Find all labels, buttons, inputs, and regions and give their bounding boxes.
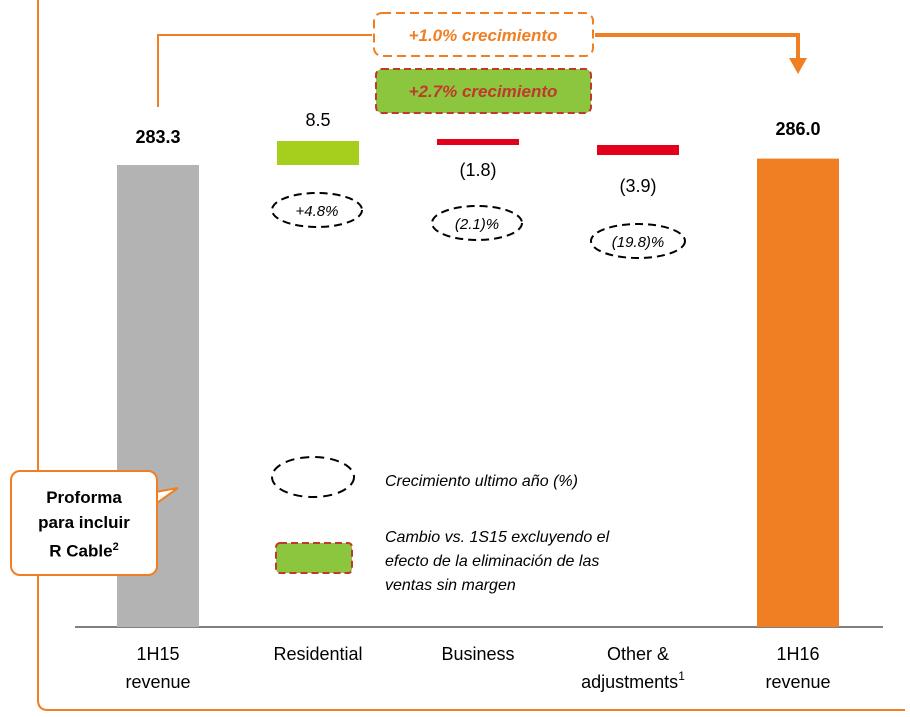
category-label-1h16-line2: revenue [765, 672, 830, 692]
legend-growth-label: Crecimiento ultimo año (%) [385, 473, 578, 490]
bar-1h16-revenue [757, 158, 839, 627]
growth-ellipse-other [590, 223, 686, 259]
growth-excl-label: +2.7% crecimiento [409, 82, 558, 101]
value-label-other: (3.9) [619, 176, 656, 196]
legend-excl-line3: ventas sin margen [385, 577, 516, 594]
category-label-business: Business [441, 644, 514, 664]
category-label-1h15-line1: 1H15 [136, 644, 179, 664]
growth-ellipse-business [431, 205, 523, 241]
legend-excl-line2: efecto de la eliminación de las [385, 553, 599, 570]
legend-ellipse-icon [271, 456, 355, 498]
category-label-residential: Residential [273, 644, 362, 664]
bar-business [437, 139, 519, 145]
category-label-1h15-line2: revenue [125, 672, 190, 692]
growth-arrow-right [595, 33, 800, 60]
category-label-other-line1: Other & [607, 644, 669, 664]
legend-green-box-icon [275, 542, 353, 574]
growth-label-other: (19.8)% [612, 234, 665, 251]
growth-total-label: +1.0% crecimiento [409, 26, 558, 45]
legend-excl-line1: Cambio vs. 1S15 excluyendo el [385, 529, 610, 546]
bar-residential [277, 141, 359, 165]
callout-line2: para incluir [38, 513, 130, 532]
growth-arrow-left [157, 34, 372, 107]
growth-label-business: (2.1)% [455, 216, 499, 233]
value-label-residential: 8.5 [305, 110, 330, 130]
arrow-head-icon [789, 58, 807, 74]
category-label-other-line2: adjustments1 [581, 669, 685, 692]
growth-label-residential: +4.8% [296, 203, 339, 220]
bar-other-adjustments [597, 145, 679, 155]
value-label-1h15: 283.3 [135, 127, 180, 147]
growth-excl-box [375, 68, 592, 114]
frame-bracket [37, 0, 905, 711]
proforma-callout: Proforma para incluir R Cable2 [10, 470, 158, 576]
growth-ellipse-residential [271, 192, 363, 228]
callout-line1: Proforma [46, 488, 122, 507]
value-label-1h16: 286.0 [775, 119, 820, 139]
callout-line3: R Cable2 [49, 541, 119, 561]
category-label-1h16-line1: 1H16 [776, 644, 819, 664]
growth-total-box [373, 12, 594, 57]
value-label-business: (1.8) [459, 160, 496, 180]
